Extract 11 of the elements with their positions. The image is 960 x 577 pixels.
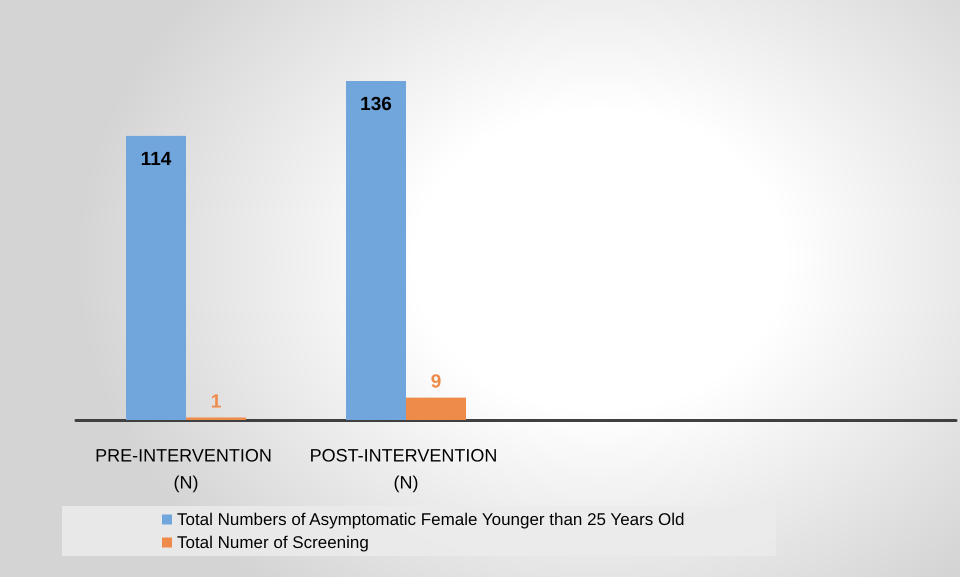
data-label: 114	[140, 148, 172, 170]
data-label: 9	[430, 372, 442, 393]
bar	[406, 398, 466, 420]
x-tick-label: POST-INTERVENTION (N)	[310, 446, 502, 492]
legend-label: Total Numer of Screening	[177, 533, 369, 552]
legend-label: Total Numbers of Asymptomatic Female Younger than 25 Years Old	[177, 510, 684, 529]
data-label: 136	[360, 94, 392, 116]
x-tick-label: PRE-INTERVENTION (N)	[95, 446, 277, 492]
bar	[346, 81, 406, 420]
data-label: 1	[210, 392, 222, 413]
bar	[126, 136, 186, 420]
